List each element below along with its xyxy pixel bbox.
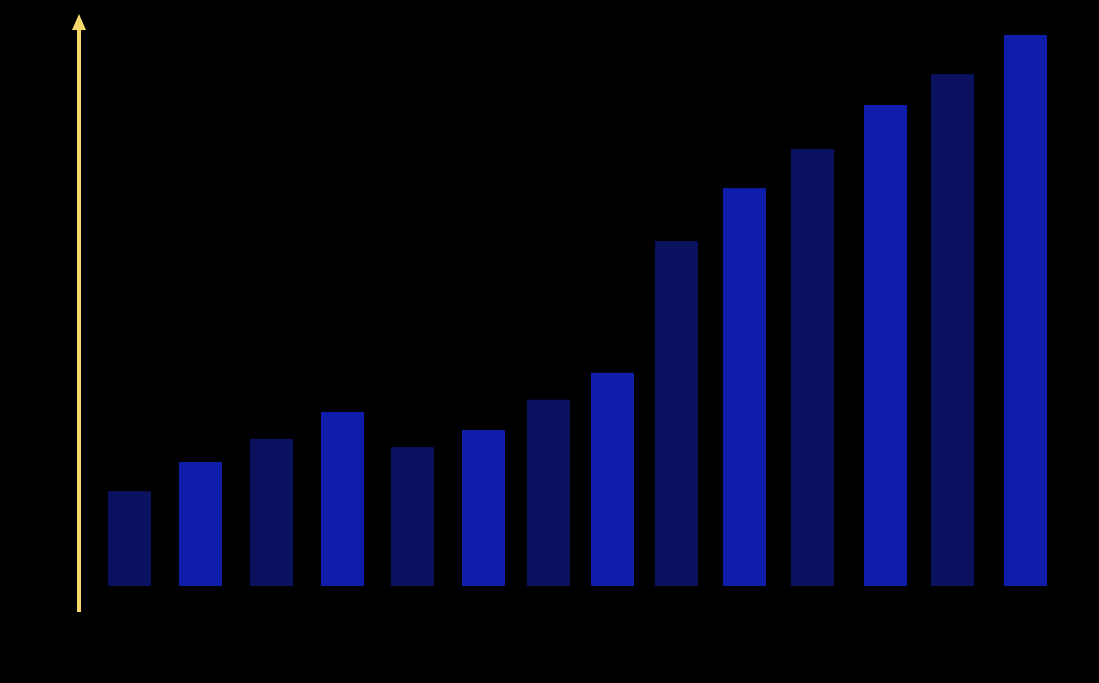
bar-3 — [250, 438, 293, 586]
y-axis-arrow-icon — [72, 14, 86, 30]
bar-11 — [791, 149, 834, 586]
bar-4 — [321, 411, 364, 586]
bars-group — [108, 35, 1047, 587]
bar-6 — [462, 430, 505, 586]
bar-2 — [179, 462, 222, 586]
bar-9 — [655, 241, 698, 586]
bar-12 — [864, 104, 907, 587]
bar-13 — [931, 74, 974, 586]
bar-10 — [723, 188, 766, 587]
bar-8 — [591, 372, 634, 586]
bar-7 — [527, 399, 570, 586]
bar-1 — [108, 491, 151, 586]
bar-14 — [1004, 35, 1047, 586]
bar-5 — [391, 447, 434, 586]
